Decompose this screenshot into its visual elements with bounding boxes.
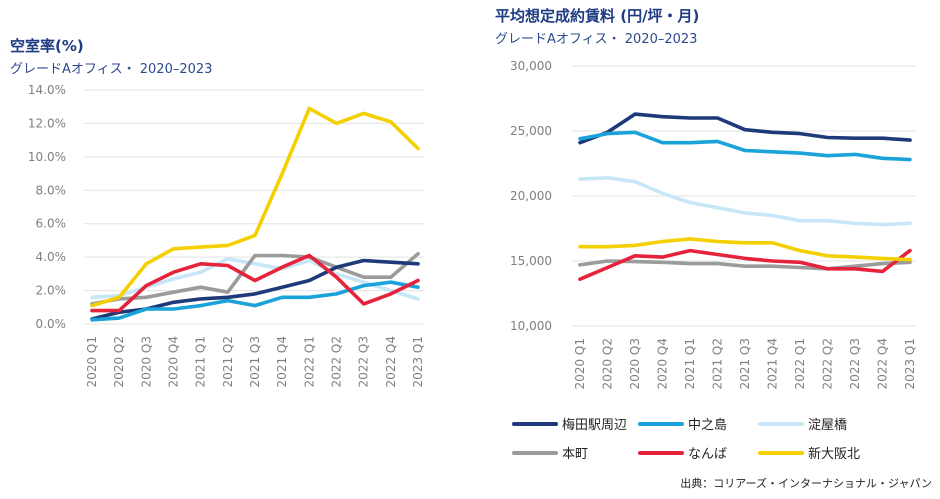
rent-x-tick-label: 2020 Q4 [656, 338, 670, 389]
vacancy-x-tick-label: 2020 Q3 [139, 336, 153, 387]
rent-x-tick-label: 2021 Q2 [711, 338, 725, 389]
vacancy-y-tick-label: 0.0% [36, 317, 67, 331]
rent-x-tick-label: 2022 Q3 [848, 338, 862, 389]
rent-chart: 10,000 15,000 20,000 25,000 30,000 2020 Q1 202… [510, 59, 917, 389]
rent-x-tick-label: 2020 Q1 [573, 338, 587, 389]
rent-series-line-yodoyabashi [580, 178, 910, 225]
legend-label-yodoyabashi: 淀屋橋 [808, 418, 847, 433]
rent-x-tick-label: 2022 Q1 [793, 338, 807, 389]
legend-label-shinosakakita: 新大阪北 [808, 446, 860, 462]
vacancy-x-tick-label: 2021 Q1 [194, 336, 208, 387]
rent-y-tick-label: 10,000 [510, 319, 552, 333]
vacancy-y-tick-label: 6.0% [36, 217, 67, 231]
vacancy-x-tick-label: 2022 Q1 [302, 336, 316, 387]
rent-x-tick-label: 2023 Q1 [903, 338, 917, 389]
rent-x-tick-label: 2022 Q2 [821, 338, 835, 389]
vacancy-x-tick-label: 2020 Q4 [167, 336, 181, 387]
source-note: 出典：コリアーズ・インターナショナル・ジャパン [680, 476, 932, 490]
vacancy-y-tick-label: 8.0% [36, 183, 67, 197]
vacancy-x-tick-label: 2020 Q1 [85, 336, 99, 387]
legend-label-umeda: 梅田駅周辺 [562, 418, 627, 433]
vacancy-chart-title: 空室率(%) [10, 37, 84, 55]
vacancy-x-tick-label: 2022 Q3 [357, 336, 371, 387]
rent-series-line-umeda [580, 114, 910, 143]
rent-x-tick-label: 2020 Q3 [628, 338, 642, 389]
vacancy-y-tick-label: 2.0% [36, 284, 67, 298]
rent-chart-title: 平均想定成約賃料 (円/坪・月) [495, 7, 699, 25]
rent-series-line-nakanoshima [580, 132, 910, 159]
vacancy-y-tick-label: 14.0% [28, 83, 66, 97]
rent-y-tick-label: 30,000 [510, 59, 552, 73]
vacancy-y-tick-label: 4.0% [36, 250, 67, 264]
vacancy-x-tick-label: 2022 Q4 [384, 336, 398, 387]
rent-x-tick-label: 2021 Q3 [738, 338, 752, 389]
vacancy-chart-subtitle: グレードAオフィス・ 2020–2023 [10, 62, 212, 77]
vacancy-x-tick-label: 2021 Q3 [248, 336, 262, 387]
vacancy-x-tick-label: 2021 Q4 [275, 336, 289, 387]
rent-x-tick-label: 2022 Q4 [876, 338, 890, 389]
rent-x-tick-label: 2021 Q4 [766, 338, 780, 389]
rent-y-tick-label: 25,000 [510, 124, 552, 138]
vacancy-x-tick-label: 2020 Q2 [112, 336, 126, 387]
legend-label-namba: なんば [688, 447, 727, 462]
vacancy-y-tick-label: 10.0% [28, 150, 66, 164]
vacancy-x-tick-label: 2022 Q2 [330, 336, 344, 387]
legend-label-honmachi: 本町 [562, 447, 588, 462]
rent-chart-subtitle: グレードAオフィス・ 2020–2023 [495, 32, 697, 47]
vacancy-y-tick-label: 12.0% [28, 116, 66, 130]
legend-label-nakanoshima: 中之島 [688, 418, 727, 433]
rent-y-tick-label: 20,000 [510, 189, 552, 203]
figure-canvas: 空室率(%) グレードAオフィス・ 2020–2023 平均想定成約賃料 (円/… [0, 0, 940, 499]
rent-y-tick-label: 15,000 [510, 254, 552, 268]
vacancy-rate-chart: 0.0% 2.0% 4.0% 6.0% 8.0% 10.0% 12.0% 14.0% 2020 … [28, 83, 425, 387]
rent-x-tick-label: 2020 Q2 [601, 338, 615, 389]
rent-x-tick-label: 2021 Q1 [683, 338, 697, 389]
vacancy-x-tick-label: 2023 Q1 [411, 336, 425, 387]
vacancy-x-tick-label: 2021 Q2 [221, 336, 235, 387]
